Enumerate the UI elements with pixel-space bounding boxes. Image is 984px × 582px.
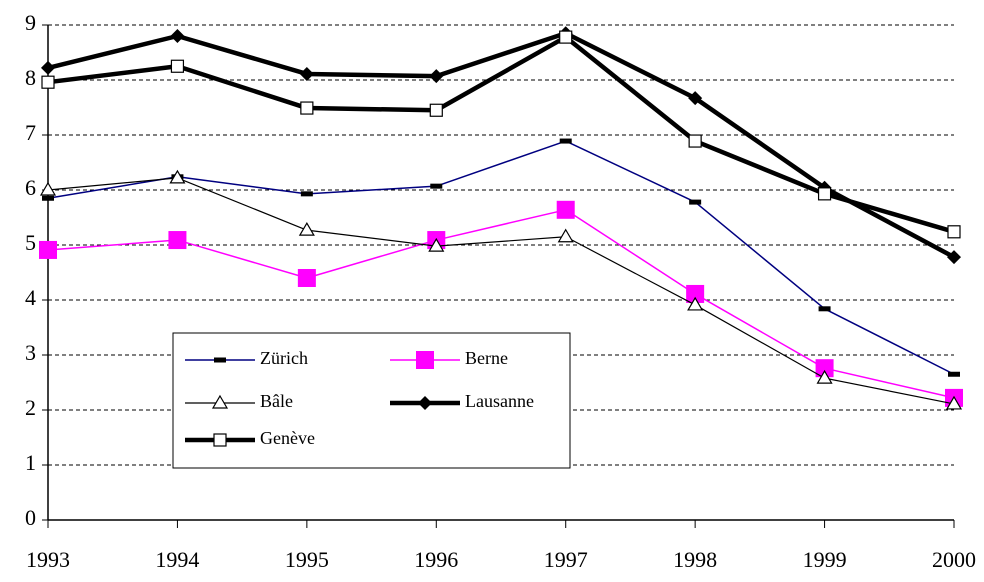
legend-label: Berne (465, 348, 508, 368)
legend-marker (213, 433, 227, 447)
point-marker (298, 221, 315, 236)
point-marker (39, 240, 57, 259)
y-tick-label: 4 (25, 285, 36, 310)
point-marker (41, 60, 55, 75)
x-tick-label: 1997 (544, 547, 588, 572)
point-marker (42, 195, 54, 201)
point-marker (299, 66, 314, 81)
y-tick-label: 8 (25, 65, 36, 90)
legend-label: Genève (260, 428, 315, 448)
point-marker (170, 29, 185, 43)
point-marker (300, 191, 313, 197)
point-marker (169, 169, 186, 184)
x-tick-label: 1998 (673, 547, 717, 572)
point-marker (947, 250, 961, 265)
x-tick-label: 1999 (803, 547, 847, 572)
legend-label: Bâle (260, 391, 293, 411)
y-tick-label: 0 (25, 505, 36, 530)
point-marker (947, 225, 961, 239)
point-marker (687, 296, 704, 311)
legend-marker (214, 357, 226, 363)
y-tick-label: 7 (25, 120, 36, 145)
point-marker (688, 91, 703, 106)
series-line (47, 31, 956, 260)
legend-label: Lausanne (465, 391, 534, 411)
y-tick-label: 2 (25, 395, 36, 420)
series-line (47, 177, 955, 405)
y-tick-label: 9 (25, 10, 36, 35)
legend-marker (211, 394, 229, 409)
point-marker (559, 138, 572, 144)
point-marker (170, 59, 185, 73)
y-tick-label: 6 (25, 175, 36, 200)
point-marker (816, 369, 833, 384)
x-tick-label: 1996 (414, 547, 458, 572)
point-marker (945, 395, 963, 410)
point-marker (429, 69, 444, 84)
point-marker (41, 75, 55, 89)
point-marker (686, 284, 705, 303)
point-marker (689, 199, 702, 205)
point-marker (297, 269, 316, 287)
x-tick-label: 1994 (155, 547, 199, 572)
series-line (47, 140, 955, 375)
point-marker (168, 231, 187, 250)
x-tick-label: 1993 (26, 547, 70, 572)
legend-marker (416, 351, 434, 369)
series-line (47, 34, 955, 234)
point-marker (300, 101, 314, 115)
point-marker (429, 103, 443, 117)
point-marker (556, 200, 575, 219)
point-marker (817, 187, 832, 201)
y-tick-label: 5 (25, 230, 36, 255)
point-marker (557, 228, 574, 243)
point-marker (948, 371, 960, 377)
point-marker (39, 181, 57, 196)
x-tick-label: 2000 (932, 547, 976, 572)
x-tick-label: 1995 (285, 547, 329, 572)
point-marker (559, 30, 573, 44)
legend-label: Zürich (260, 348, 308, 368)
point-marker (815, 359, 834, 378)
point-marker (430, 183, 443, 189)
legend-box (172, 332, 571, 469)
y-tick-label: 1 (25, 450, 36, 475)
point-marker (428, 237, 445, 252)
point-marker (688, 134, 702, 148)
y-tick-label: 3 (25, 340, 36, 365)
point-marker (818, 306, 831, 312)
legend-marker (418, 396, 432, 410)
series-line (47, 209, 955, 399)
